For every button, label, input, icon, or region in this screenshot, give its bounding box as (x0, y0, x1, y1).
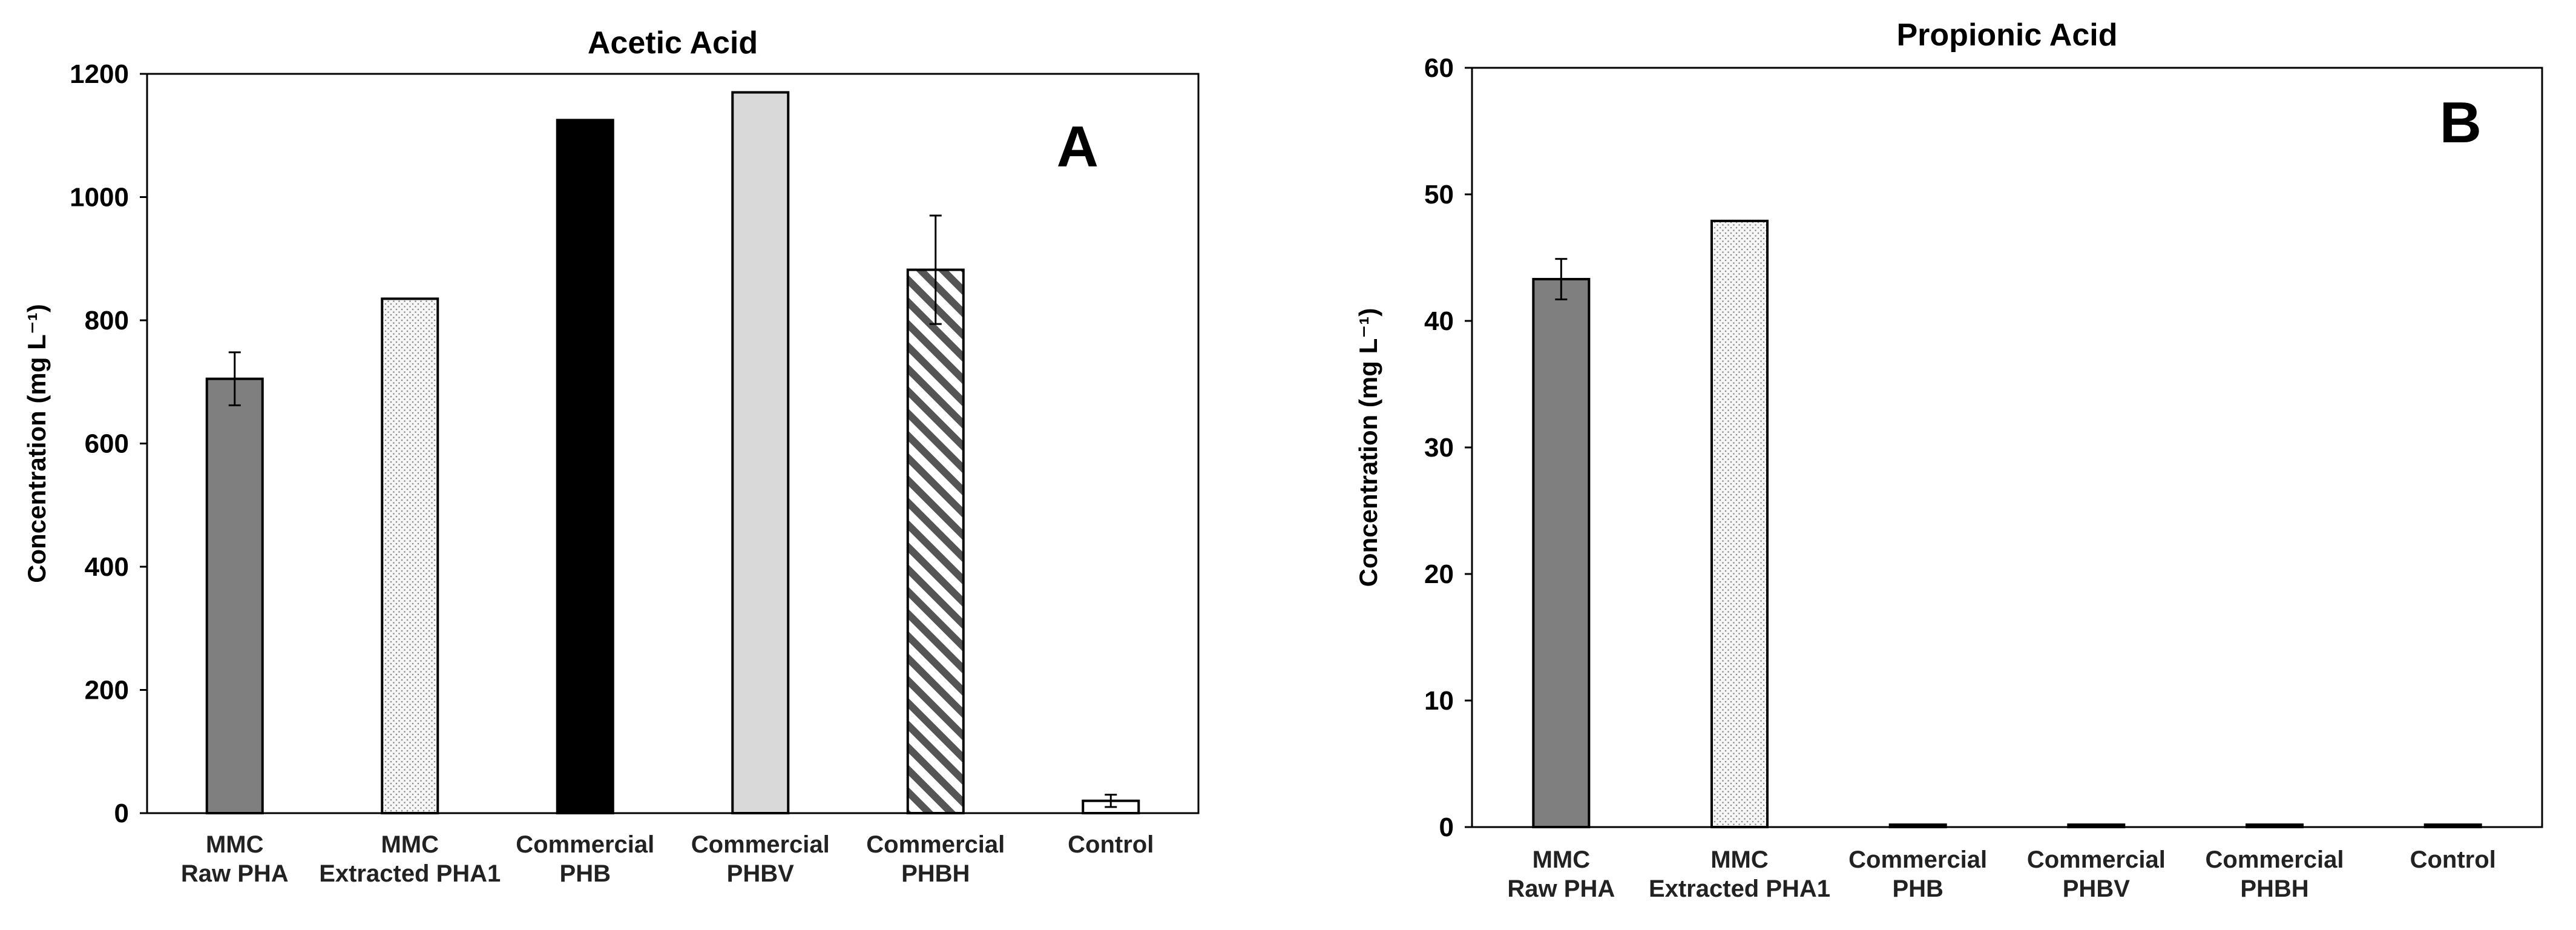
propionic-y-tick-label: 0 (1439, 813, 1454, 842)
propionic-panel-label: B (2440, 90, 2482, 155)
propionic-y-tick-label: 40 (1424, 306, 1454, 336)
propionic-bar (1532, 278, 1591, 828)
acetic-bar (731, 91, 790, 814)
acetic-y-tick-label: 800 (85, 306, 129, 335)
acetic-bar (556, 119, 614, 814)
propionic-category-label: PHBH (2240, 876, 2308, 902)
acetic-y-tick-label: 200 (85, 676, 129, 705)
propionic-category-label: PHB (1892, 876, 1943, 902)
propionic-category-label: MMC (1533, 846, 1591, 873)
acetic-y-tick-label: 1000 (70, 183, 129, 213)
propionic-y-tick-label: 30 (1424, 433, 1454, 463)
propionic-category-label: Commercial (2206, 846, 2344, 873)
acetic-bar (906, 268, 965, 814)
acetic-y-tick-label: 0 (114, 799, 129, 828)
acetic-plot-area (146, 73, 1200, 814)
acetic-category-label: MMC (206, 831, 264, 858)
propionic-bar (1710, 219, 1769, 828)
propionic-plot-area (1471, 67, 2543, 828)
acetic-category-label: PHBH (901, 860, 970, 887)
acetic-y-tick-label: 1200 (70, 59, 129, 89)
propionic-category-label: Raw PHA (1507, 876, 1615, 902)
acetic-category-label: Raw PHA (181, 860, 289, 887)
acetic-panel-label: A (1057, 114, 1099, 179)
acetic-bar (205, 377, 264, 814)
propionic-y-tick-label: 20 (1424, 559, 1454, 589)
propionic-category-label: PHBV (2063, 876, 2130, 902)
propionic-bar (2067, 823, 2126, 828)
propionic-y-tick-label: 60 (1424, 53, 1454, 83)
propionic-category-label: MMC (1710, 846, 1769, 873)
acetic-bar (381, 297, 439, 814)
propionic-bar (2246, 823, 2304, 828)
propionic-category-label: Commercial (1848, 846, 1987, 873)
acetic-category-label: Commercial (691, 831, 830, 858)
acetic-acid-chart: Acetic Acid A Concentration (mg L⁻¹) 0 200 40… (22, 25, 1200, 887)
propionic-bar (2423, 823, 2482, 828)
acetic-category-label: PHB (560, 860, 611, 887)
propionic-category-label: Extracted PHA1 (1649, 876, 1830, 902)
acetic-category-label: Commercial (516, 831, 654, 858)
propionic-category-label: Commercial (2027, 846, 2166, 873)
propionic-chart-title: Propionic Acid (1897, 18, 2118, 53)
acetic-chart-title: Acetic Acid (588, 25, 758, 61)
acetic-category-label: MMC (381, 831, 439, 858)
acetic-category-label: Extracted PHA1 (319, 860, 501, 887)
acetic-y-tick-label: 600 (85, 429, 129, 459)
propionic-y-tick-label: 50 (1424, 180, 1454, 209)
acetic-category-label: Commercial (866, 831, 1005, 858)
propionic-acid-chart: Propionic Acid B Concentration (mg L⁻¹) 0 10… (1354, 18, 2543, 902)
propionic-y-axis-label: Concentration (mg L⁻¹) (1354, 308, 1382, 587)
propionic-category-label: Control (2410, 846, 2496, 873)
acetic-y-tick-label: 400 (85, 552, 129, 582)
propionic-bar (1888, 823, 1947, 828)
acetic-category-label: PHBV (727, 860, 794, 887)
propionic-y-tick-label: 10 (1424, 686, 1454, 716)
acetic-category-label: Control (1068, 831, 1154, 858)
acetic-y-axis-label: Concentration (mg L⁻¹) (22, 304, 51, 583)
